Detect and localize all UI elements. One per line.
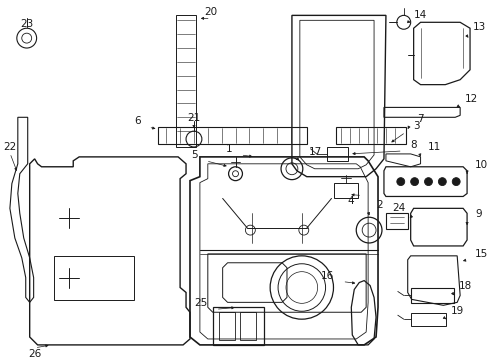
Circle shape bbox=[451, 178, 459, 186]
Text: 19: 19 bbox=[450, 306, 464, 316]
Bar bbox=[218, 312, 234, 340]
Bar bbox=[212, 307, 264, 345]
Bar bbox=[334, 183, 358, 198]
Text: 11: 11 bbox=[427, 142, 440, 152]
Text: 18: 18 bbox=[458, 280, 471, 291]
Circle shape bbox=[424, 178, 431, 186]
Text: 16: 16 bbox=[321, 271, 334, 281]
Text: 17: 17 bbox=[308, 147, 321, 157]
Text: 2: 2 bbox=[375, 201, 382, 210]
Bar bbox=[54, 256, 133, 300]
Bar bbox=[410, 288, 453, 303]
Text: 15: 15 bbox=[474, 249, 487, 259]
Text: 9: 9 bbox=[474, 209, 481, 219]
Text: 14: 14 bbox=[413, 10, 426, 21]
Bar bbox=[410, 313, 446, 326]
Circle shape bbox=[437, 178, 446, 186]
Text: 8: 8 bbox=[410, 140, 416, 150]
Bar bbox=[326, 147, 347, 161]
Text: 25: 25 bbox=[194, 298, 207, 309]
Circle shape bbox=[410, 178, 418, 186]
Text: 20: 20 bbox=[204, 8, 217, 17]
Text: 5: 5 bbox=[191, 150, 198, 160]
Text: 21: 21 bbox=[187, 113, 200, 123]
Text: 4: 4 bbox=[347, 197, 353, 206]
Text: 7: 7 bbox=[417, 114, 424, 124]
Text: 13: 13 bbox=[472, 22, 485, 32]
Bar bbox=[385, 213, 407, 229]
Text: 10: 10 bbox=[474, 160, 487, 170]
Circle shape bbox=[396, 178, 404, 186]
Text: 6: 6 bbox=[134, 116, 140, 126]
Text: 12: 12 bbox=[464, 94, 477, 104]
Text: 22: 22 bbox=[3, 142, 17, 152]
Text: 26: 26 bbox=[28, 349, 41, 359]
Text: 23: 23 bbox=[20, 19, 33, 29]
Bar bbox=[240, 312, 256, 340]
Text: 1: 1 bbox=[225, 144, 232, 154]
Text: 3: 3 bbox=[413, 121, 419, 131]
Text: 24: 24 bbox=[392, 203, 405, 213]
